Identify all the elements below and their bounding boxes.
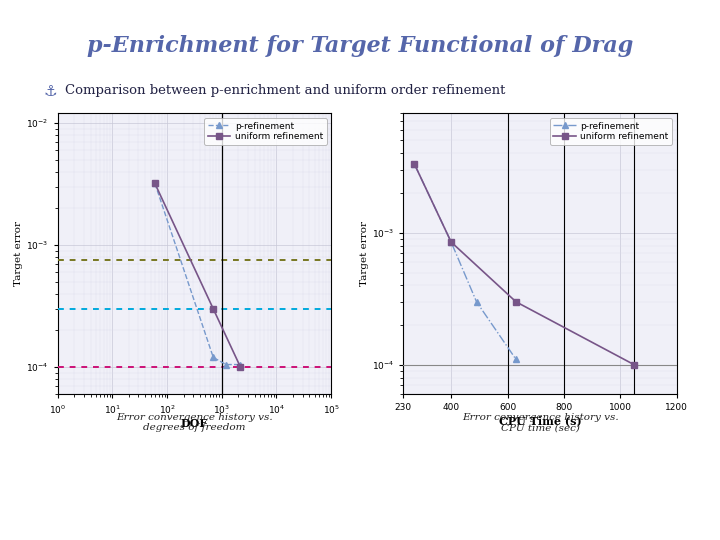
uniform refinement xyxy=(209,306,217,312)
X-axis label: DOF: DOF xyxy=(181,418,208,429)
Line: uniform refinement: uniform refinement xyxy=(152,181,243,370)
Text: Error convergence history vs.
CPU time (sec): Error convergence history vs. CPU time (… xyxy=(462,413,618,433)
Line: uniform refinement: uniform refinement xyxy=(412,161,637,368)
Text: Comparison between p-enrichment and uniform order refinement: Comparison between p-enrichment and unif… xyxy=(65,84,505,97)
p-refinement xyxy=(150,180,159,187)
p-refinement xyxy=(222,361,230,368)
p-refinement xyxy=(512,356,521,363)
uniform refinement xyxy=(410,161,419,167)
Line: p-refinement: p-refinement xyxy=(152,181,243,367)
p-refinement xyxy=(410,161,419,167)
Text: ⚓: ⚓ xyxy=(43,84,57,99)
p-refinement xyxy=(447,239,456,245)
Y-axis label: Target error: Target error xyxy=(360,221,369,286)
uniform refinement xyxy=(236,364,245,370)
p-refinement xyxy=(236,361,245,368)
uniform refinement xyxy=(512,299,521,305)
uniform refinement xyxy=(150,180,159,187)
p-refinement xyxy=(472,299,481,305)
Y-axis label: Target error: Target error xyxy=(14,221,23,286)
p-refinement xyxy=(209,354,217,361)
Legend: p-refinement, uniform refinement: p-refinement, uniform refinement xyxy=(550,118,672,145)
X-axis label: CPU Time (s): CPU Time (s) xyxy=(499,415,581,426)
Legend: p-refinement, uniform refinement: p-refinement, uniform refinement xyxy=(204,118,327,145)
uniform refinement xyxy=(630,362,639,368)
Text: Error convergence history vs.
degrees of freedom: Error convergence history vs. degrees of… xyxy=(116,413,273,433)
Line: p-refinement: p-refinement xyxy=(412,161,519,362)
uniform refinement xyxy=(447,239,456,245)
Text: p-Enrichment for Target Functional of Drag: p-Enrichment for Target Functional of Dr… xyxy=(87,35,633,57)
